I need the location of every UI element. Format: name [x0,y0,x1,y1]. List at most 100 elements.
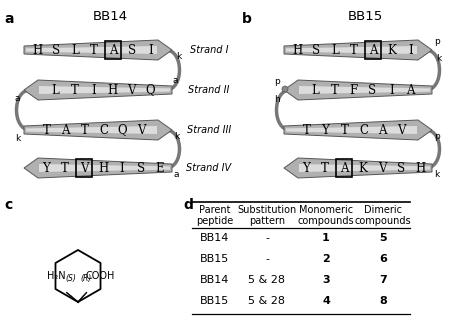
Text: compounds: compounds [298,216,354,226]
Polygon shape [298,86,430,94]
Text: k: k [174,132,179,141]
Text: L: L [331,43,339,56]
Text: T: T [81,124,89,137]
Text: COOH: COOH [85,271,115,281]
Text: compounds: compounds [355,216,411,226]
Text: T: T [340,124,348,137]
Text: E: E [155,162,164,174]
Text: I: I [91,84,96,97]
Text: Dimeric: Dimeric [364,205,402,215]
Text: V: V [127,84,136,97]
Text: H: H [292,43,302,56]
Text: 6: 6 [379,254,387,264]
Text: BB15: BB15 [201,254,229,264]
Polygon shape [284,80,432,100]
Text: BB15: BB15 [347,10,383,23]
Text: BB14: BB14 [201,275,230,285]
Text: p: p [434,132,440,141]
Text: T: T [61,162,69,174]
Text: p: p [274,77,280,86]
Text: V: V [397,124,406,137]
Text: pattern: pattern [249,216,285,226]
Text: c: c [4,198,12,212]
Polygon shape [298,164,430,172]
Text: H: H [98,162,108,174]
Text: 5 & 28: 5 & 28 [248,296,285,306]
Text: b: b [242,12,252,26]
Polygon shape [24,40,172,60]
Polygon shape [284,158,432,178]
Polygon shape [24,158,172,178]
Text: Q: Q [146,84,155,97]
Text: 2: 2 [322,254,330,264]
Text: k: k [176,52,181,61]
Text: Substitution: Substitution [237,205,297,215]
Text: Y: Y [42,162,50,174]
Text: -: - [265,233,269,243]
Text: C: C [359,124,368,137]
Text: BB14: BB14 [92,10,128,23]
Text: I: I [409,43,413,56]
Text: H: H [108,84,118,97]
Text: S: S [128,43,136,56]
Polygon shape [284,40,432,60]
Text: I: I [149,43,154,56]
Text: K: K [358,162,367,174]
Text: a: a [15,94,20,103]
Text: peptide: peptide [196,216,234,226]
Text: S: S [397,162,405,174]
Text: d: d [183,198,193,212]
Text: BB15: BB15 [201,296,229,306]
Text: a: a [174,170,180,179]
Polygon shape [24,120,172,140]
Text: Strand IV: Strand IV [186,163,232,173]
Text: 3: 3 [322,275,330,285]
Text: 8: 8 [379,296,387,306]
Text: Q: Q [118,124,128,137]
Text: A: A [61,124,70,137]
Text: T: T [350,43,358,56]
Text: Y: Y [321,124,329,137]
Text: -: - [265,254,269,264]
Text: V: V [137,124,146,137]
Text: T: T [90,43,98,56]
Text: S: S [52,43,60,56]
Text: H₂N: H₂N [46,271,65,281]
Text: L: L [71,43,79,56]
Text: BB14: BB14 [201,233,230,243]
Bar [105,41,121,58]
Text: 5: 5 [379,233,387,243]
Text: I: I [389,84,394,97]
Text: V: V [378,162,386,174]
Text: Monomeric: Monomeric [299,205,353,215]
Text: H: H [32,43,42,56]
Bar [365,41,381,58]
Text: K: K [388,43,396,56]
Text: L: L [311,84,319,97]
Text: T: T [302,124,310,137]
Polygon shape [38,86,170,94]
Text: Strand I: Strand I [190,45,228,55]
Text: k: k [436,54,441,63]
Text: A: A [406,84,415,97]
Polygon shape [26,46,158,54]
Text: 5 & 28: 5 & 28 [248,275,285,285]
Polygon shape [26,126,158,134]
Text: S: S [137,162,145,174]
Text: A: A [340,162,348,174]
Polygon shape [284,120,432,140]
Text: Parent: Parent [199,205,231,215]
Text: 7: 7 [379,275,387,285]
Text: T: T [330,84,338,97]
Circle shape [282,86,288,92]
Text: T: T [321,162,329,174]
Polygon shape [286,46,418,54]
Text: Y: Y [302,162,310,174]
Text: C: C [99,124,108,137]
Text: A: A [378,124,387,137]
Text: A: A [109,43,117,56]
Text: k: k [15,134,20,143]
Text: F: F [349,84,357,97]
Text: I: I [119,162,124,174]
Text: a: a [4,12,13,26]
